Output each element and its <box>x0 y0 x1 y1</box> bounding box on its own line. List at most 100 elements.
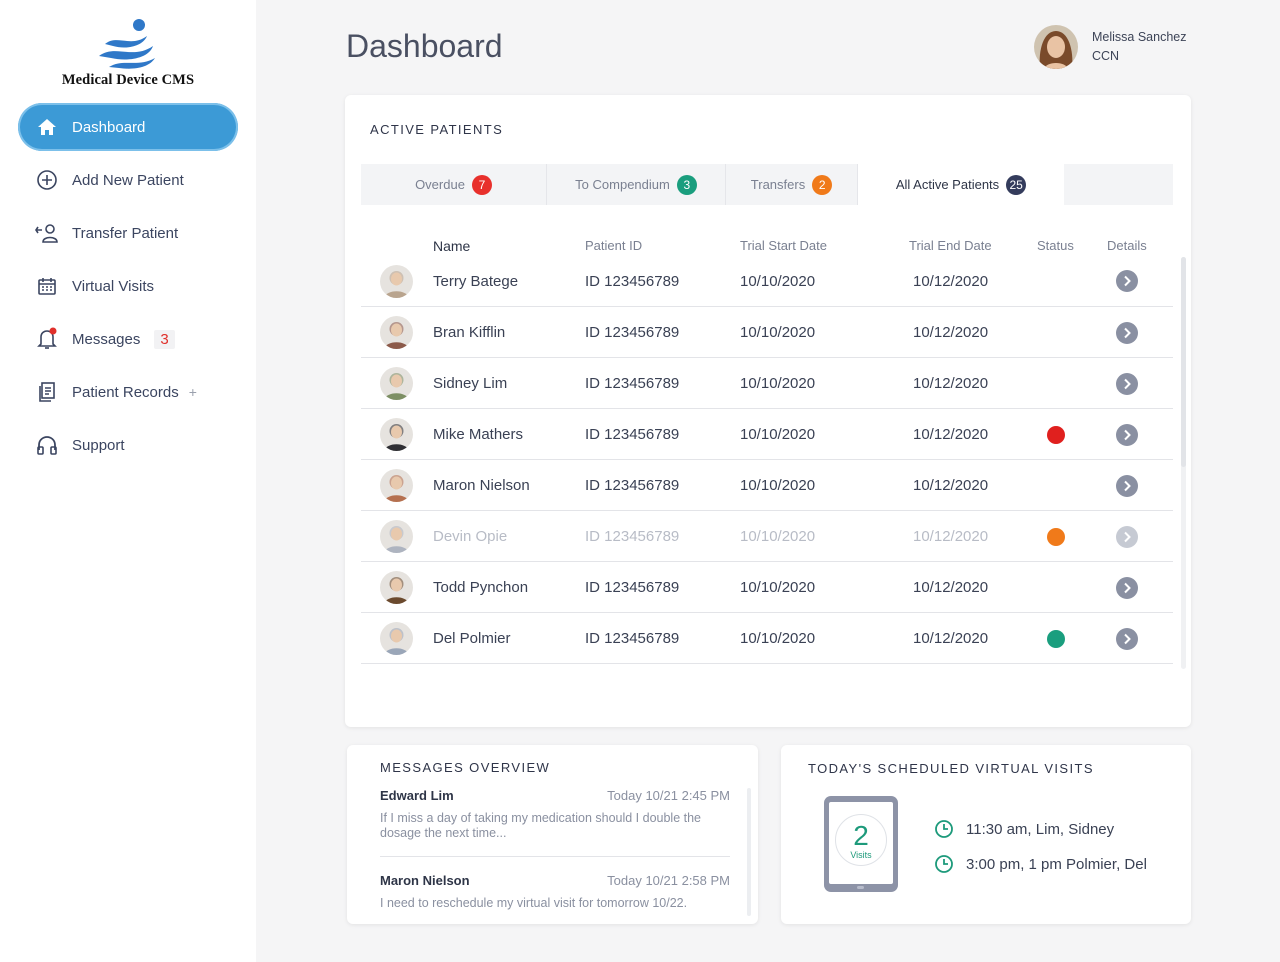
patient-name[interactable]: Del Polmier <box>433 630 511 647</box>
trial-end-date: 10/12/2020 <box>913 426 989 443</box>
table-row[interactable]: Todd Pynchon ID 123456789 10/10/2020 10/12/… <box>361 562 1173 613</box>
details-button[interactable] <box>1116 475 1138 497</box>
records-icon <box>35 380 59 404</box>
trial-end-date: 10/12/2020 <box>913 273 989 290</box>
table-row[interactable]: Terry Batege ID 123456789 10/10/2020 10/12/… <box>361 255 1173 307</box>
trial-start-date: 10/10/2020 <box>740 324 816 341</box>
sidebar-item-add-new-patient[interactable]: Add New Patient <box>18 156 238 204</box>
details-button[interactable] <box>1116 270 1138 292</box>
tab-to-compendium[interactable]: To Compendium 3 <box>547 164 726 205</box>
tab-overdue[interactable]: Overdue 7 <box>361 164 547 205</box>
patient-id: ID 123456789 <box>585 579 680 596</box>
details-button[interactable] <box>1116 628 1138 650</box>
logo[interactable]: Medical Device CMS <box>0 18 256 89</box>
messages-overview-card: MESSAGES OVERVIEW Edward Lim Today 10/21… <box>347 745 758 924</box>
details-button[interactable] <box>1116 577 1138 599</box>
message-divider <box>380 856 730 857</box>
transfers-count-badge: 2 <box>812 174 833 195</box>
tablet-screen: 2 Visits <box>829 802 893 884</box>
tab-transfers[interactable]: Transfers 2 <box>726 164 858 205</box>
patient-name[interactable]: Todd Pynchon <box>433 579 529 596</box>
virtual-visits-card: TODAY'S SCHEDULED VIRTUAL VISITS 2 Visit… <box>781 745 1191 924</box>
avatar <box>1034 25 1078 69</box>
logo-wave-icon <box>99 19 155 69</box>
trial-end-date: 10/12/2020 <box>913 528 989 545</box>
patient-name[interactable]: Sidney Lim <box>433 375 508 392</box>
calendar-icon <box>35 274 59 298</box>
patient-name[interactable]: Mike Mathers <box>433 426 524 443</box>
active-patients-card: ACTIVE PATIENTS Overdue 7 To Compendium … <box>345 95 1191 727</box>
patient-name[interactable]: Devin Opie <box>433 528 508 545</box>
page-title: Dashboard <box>346 28 503 64</box>
patient-id: ID 123456789 <box>585 528 680 545</box>
chevron-right-icon <box>1124 378 1131 390</box>
message-time: Today 10/21 2:58 PM <box>607 873 730 888</box>
tablet-icon: 2 Visits <box>824 796 898 892</box>
patient-name[interactable]: Bran Kifflin <box>433 324 506 341</box>
column-status[interactable]: Status <box>1037 238 1074 253</box>
sidebar-item-label: Support <box>72 436 125 454</box>
column-name[interactable]: Name <box>433 238 471 254</box>
column-trial-end-date[interactable]: Trial End Date <box>909 238 992 253</box>
table-row[interactable]: Mike Mathers ID 123456789 10/10/2020 10/12/… <box>361 409 1173 460</box>
tab-all-active-patients[interactable]: All Active Patients 25 <box>858 164 1064 205</box>
messages-overview-title: MESSAGES OVERVIEW <box>380 760 551 775</box>
details-button[interactable] <box>1116 424 1138 446</box>
sidebar-item-support[interactable]: Support <box>18 421 238 469</box>
table-row[interactable]: Sidney Lim ID 123456789 10/10/2020 10/12/20… <box>361 358 1173 409</box>
patient-avatar <box>380 418 413 451</box>
scrollbar-thumb[interactable] <box>1181 257 1186 467</box>
patient-id: ID 123456789 <box>585 630 680 647</box>
sidebar-item-label: Patient Records <box>72 383 179 401</box>
messages-scrollbar[interactable] <box>747 788 751 916</box>
message-preview: If I miss a day of taking my medication … <box>380 811 702 840</box>
table-row[interactable]: Del Polmier ID 123456789 10/10/2020 10/12/2… <box>361 613 1173 664</box>
sidebar-item-label: Add New Patient <box>72 171 184 189</box>
sidebar-nav: Dashboard Add New Patient Transfer Patie… <box>18 103 238 474</box>
message-sender: Edward Lim <box>380 788 454 803</box>
sidebar-item-label: Virtual Visits <box>72 277 154 295</box>
message-item[interactable]: Edward Lim Today 10/21 2:45 PM If I miss… <box>380 788 730 841</box>
visit-item[interactable]: 11:30 am, Lim, Sidney <box>934 819 1114 839</box>
sidebar-item-dashboard[interactable]: Dashboard <box>18 103 238 151</box>
patient-avatar <box>380 469 413 502</box>
table-scrollbar[interactable] <box>1181 257 1186 669</box>
trial-start-date: 10/10/2020 <box>740 528 816 545</box>
sidebar-item-virtual-visits[interactable]: Virtual Visits <box>18 262 238 310</box>
home-icon <box>35 115 59 139</box>
patient-name[interactable]: Terry Batege <box>433 273 519 290</box>
message-time: Today 10/21 2:45 PM <box>607 788 730 803</box>
clock-icon <box>935 820 953 838</box>
chevron-right-icon <box>1124 429 1131 441</box>
expand-plus-icon[interactable]: + <box>188 384 197 400</box>
bell-icon <box>35 327 59 351</box>
sidebar-item-transfer-patient[interactable]: Transfer Patient <box>18 209 238 257</box>
transfer-user-icon <box>35 221 59 245</box>
patient-id: ID 123456789 <box>585 375 680 392</box>
sidebar-item-patient-records[interactable]: Patient Records + <box>18 368 238 416</box>
table-row[interactable]: Maron Nielson ID 123456789 10/10/2020 10/12… <box>361 460 1173 511</box>
sidebar-item-messages[interactable]: Messages 3 <box>18 315 238 363</box>
clock-icon <box>935 855 953 873</box>
chevron-right-icon <box>1124 582 1131 594</box>
user-profile[interactable]: Melissa Sanchez CCN <box>1034 25 1187 69</box>
message-item[interactable]: Maron Nielson Today 10/21 2:58 PM I need… <box>380 873 730 911</box>
table-row[interactable]: Devin Opie ID 123456789 10/10/2020 10/12/20… <box>361 511 1173 562</box>
trial-start-date: 10/10/2020 <box>740 375 816 392</box>
patients-table: Terry Batege ID 123456789 10/10/2020 10/12/… <box>361 255 1173 664</box>
table-header: Name Patient ID Trial Start Date Trial E… <box>361 238 1173 258</box>
chevron-right-icon <box>1124 480 1131 492</box>
column-patient-id[interactable]: Patient ID <box>585 238 643 253</box>
sidebar-item-label: Transfer Patient <box>72 224 179 242</box>
trial-start-date: 10/10/2020 <box>740 426 816 443</box>
patient-id: ID 123456789 <box>585 324 680 341</box>
patient-name[interactable]: Maron Nielson <box>433 477 530 494</box>
details-button[interactable] <box>1116 526 1138 548</box>
column-trial-start-date[interactable]: Trial Start Date <box>740 238 827 253</box>
visit-item[interactable]: 3:00 pm, 1 pm Polmier, Del <box>934 854 1147 874</box>
chevron-right-icon <box>1124 531 1131 543</box>
table-row[interactable]: Bran Kifflin ID 123456789 10/10/2020 10/12/… <box>361 307 1173 358</box>
column-details[interactable]: Details <box>1107 238 1147 253</box>
details-button[interactable] <box>1116 373 1138 395</box>
details-button[interactable] <box>1116 322 1138 344</box>
